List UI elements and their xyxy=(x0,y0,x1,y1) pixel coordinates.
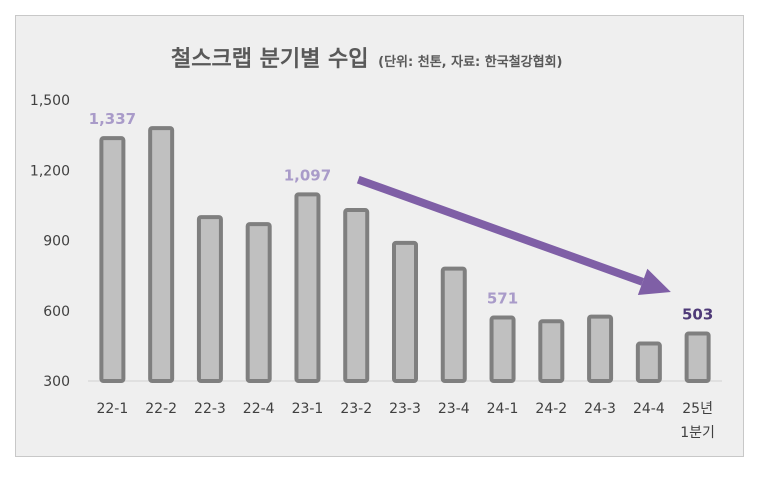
chart-title-main: 철스크랩 분기별 수입 xyxy=(171,47,368,72)
y-axis: 300 600 900 1,200 1,500 xyxy=(30,93,70,390)
data-labels: 1,337 1,097 571 503 xyxy=(89,110,714,323)
y-tick-label: 1,500 xyxy=(30,93,70,109)
bars xyxy=(99,126,711,384)
x-axis: 22-1 22-2 22-3 22-4 23-1 23-2 23-3 23-4 24-1 24-2… xyxy=(96,401,714,441)
bar xyxy=(538,319,565,384)
chart-title-subtitle: (단위: 천톤, 자료: 한국철강협회) xyxy=(378,54,562,70)
data-label: 571 xyxy=(487,290,518,308)
bar xyxy=(294,192,321,383)
bar xyxy=(343,208,370,383)
x-tick-label: 22-4 xyxy=(243,401,275,417)
bar xyxy=(196,215,223,383)
chart-title: 철스크랩 분기별 수입 (단위: 천톤, 자료: 한국철강협회) xyxy=(171,47,562,72)
x-tick-label: 25년 xyxy=(682,401,713,417)
x-tick-label: 24-3 xyxy=(584,401,616,417)
data-label: 1,097 xyxy=(284,166,331,184)
x-tick-label: 22-3 xyxy=(194,401,226,417)
trend-arrow xyxy=(356,175,671,296)
bar xyxy=(99,136,126,383)
x-tick-label: 23-2 xyxy=(340,401,372,417)
bar xyxy=(489,315,516,383)
x-tick-label: 1분기 xyxy=(680,425,715,441)
x-tick-label: 24-2 xyxy=(535,401,567,417)
bar xyxy=(684,331,711,384)
x-tick-label: 23-3 xyxy=(389,401,421,417)
trend-arrow-head xyxy=(637,268,671,296)
bar xyxy=(587,314,614,383)
x-tick-label: 23-1 xyxy=(292,401,324,417)
y-tick-label: 600 xyxy=(43,304,70,320)
x-tick-label: 24-1 xyxy=(487,401,519,417)
y-tick-label: 900 xyxy=(43,234,70,250)
x-tick-label: 24-4 xyxy=(633,401,665,417)
bar xyxy=(440,266,467,384)
y-tick-label: 300 xyxy=(43,374,70,390)
bar xyxy=(148,126,175,383)
x-tick-label: 22-1 xyxy=(96,401,128,417)
bar xyxy=(635,341,662,383)
bar xyxy=(245,222,272,383)
x-tick-label: 23-4 xyxy=(438,401,470,417)
bar xyxy=(392,240,418,383)
trend-arrow-shaft xyxy=(356,175,644,286)
chart-frame xyxy=(15,15,744,457)
x-tick-label: 22-2 xyxy=(145,401,177,417)
data-label: 503 xyxy=(682,305,713,323)
y-tick-label: 1,200 xyxy=(30,163,70,179)
data-label: 1,337 xyxy=(89,110,136,128)
